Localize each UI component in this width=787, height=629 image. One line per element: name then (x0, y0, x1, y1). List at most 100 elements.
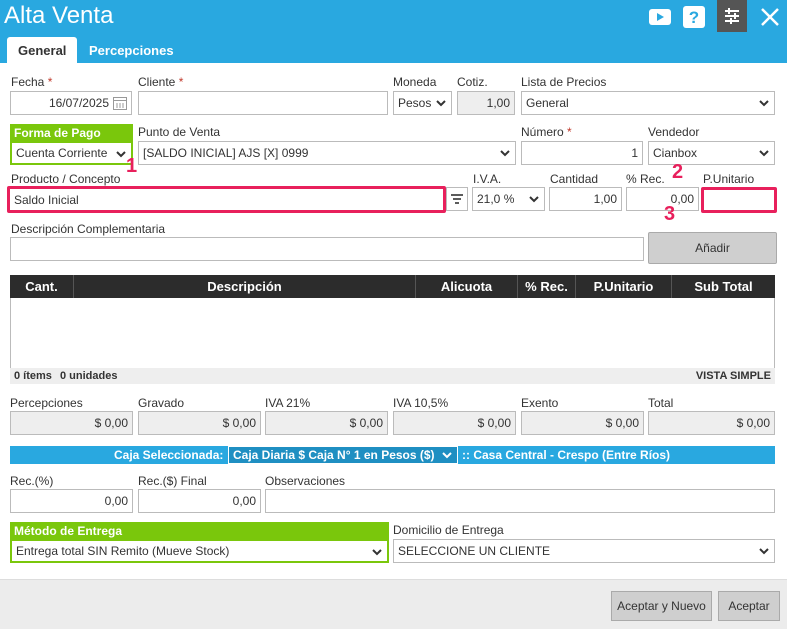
fecha-label: Fecha * (11, 75, 53, 89)
forma-pago-value: Cuenta Corriente (16, 146, 108, 160)
items-table-footer: 0 ítems 0 unidades VISTA SIMPLE (10, 368, 775, 384)
cantidad-input[interactable]: 1,00 (549, 187, 622, 211)
punitario-label: P.Unitario (703, 172, 755, 186)
caja-value: Caja Diaria $ Caja N° 1 en Pesos ($) (233, 448, 435, 462)
help-icon[interactable]: ? (681, 4, 707, 30)
col-punitario[interactable]: P.Unitario (576, 275, 672, 298)
chevron-down-icon (436, 100, 446, 107)
rec-input[interactable]: 0,00 (626, 187, 699, 211)
fecha-input[interactable]: 16/07/2025 (10, 91, 132, 115)
exento-label: Exento (521, 396, 559, 410)
metodo-entrega-select[interactable]: Entrega total SIN Remito (Mueve Stock) (10, 539, 389, 563)
vendedor-label: Vendedor (648, 125, 700, 139)
annotation-1: 1 (126, 155, 138, 177)
caja-label: Caja Seleccionada: (114, 448, 224, 462)
tab-general[interactable]: General (7, 37, 78, 63)
settings-icon[interactable] (717, 0, 747, 32)
punto-venta-select[interactable]: [SALDO INICIAL] AJS [X] 0999 (138, 141, 516, 165)
rec-final-label: Rec.($) Final (138, 474, 207, 488)
rec-final-input[interactable]: 0,00 (138, 489, 261, 513)
video-icon[interactable] (647, 4, 673, 30)
chevron-down-icon (759, 548, 769, 555)
iva-label: I.V.A. (473, 172, 502, 186)
vendedor-select[interactable]: Cianbox (648, 141, 775, 165)
moneda-label: Moneda (393, 75, 437, 89)
percepciones-value: $ 0,00 (10, 411, 133, 435)
moneda-value: Pesos (398, 96, 432, 110)
cotiz-label: Cotiz. (457, 75, 488, 89)
total-label: Total (648, 396, 674, 410)
rec-pct-label: Rec.(%) (10, 474, 54, 488)
observaciones-input[interactable] (265, 489, 775, 513)
aceptar-nuevo-button[interactable]: Aceptar y Nuevo (611, 591, 712, 621)
metodo-entrega-value: Entrega total SIN Remito (Mueve Stock) (16, 544, 230, 558)
svg-text:?: ? (689, 8, 699, 27)
producto-input[interactable]: Saldo Inicial (7, 186, 446, 213)
gravado-label: Gravado (138, 396, 185, 410)
exento-value: $ 0,00 (521, 411, 644, 435)
annotation-3: 3 (664, 203, 676, 225)
filter-icon[interactable] (446, 187, 468, 211)
annotation-2: 2 (672, 161, 684, 183)
rec-pct-input[interactable]: 0,00 (10, 489, 133, 513)
iva105-value: $ 0,00 (393, 411, 516, 435)
col-descripcion[interactable]: Descripción (74, 275, 416, 298)
chevron-down-icon (759, 150, 769, 157)
col-subtotal[interactable]: Sub Total (694, 279, 753, 294)
iva-select[interactable]: 21,0 % (472, 187, 545, 211)
items-count: 0 ítems (14, 370, 52, 382)
iva-value: 21,0 % (477, 192, 515, 206)
gravado-value: $ 0,00 (138, 411, 261, 435)
forma-pago-select[interactable]: Cuenta Corriente (10, 141, 133, 165)
sucursal-label: :: Casa Central - Crespo (Entre Ríos) (462, 448, 671, 462)
col-cant[interactable]: Cant. (10, 275, 74, 298)
lista-precios-select[interactable]: General (521, 91, 775, 115)
chevron-down-icon (759, 100, 769, 107)
cliente-label: Cliente * (138, 75, 184, 89)
producto-label: Producto / Concepto (11, 172, 121, 186)
iva21-label: IVA 21% (265, 396, 311, 410)
domicilio-label: Domicilio de Entrega (393, 523, 504, 537)
chevron-down-icon (500, 150, 510, 157)
caja-select[interactable]: Caja Diaria $ Caja N° 1 en Pesos ($) (228, 446, 458, 464)
lista-precios-value: General (526, 96, 569, 110)
lista-precios-label: Lista de Precios (521, 75, 607, 89)
iva21-value: $ 0,00 (265, 411, 388, 435)
punitario-input[interactable] (701, 187, 777, 213)
cliente-input[interactable] (138, 91, 388, 115)
numero-label: Número * (521, 125, 572, 139)
punto-venta-label: Punto de Venta (138, 125, 221, 139)
units-count: 0 unidades (60, 370, 118, 382)
col-alicuota[interactable]: Alicuota (416, 275, 518, 298)
moneda-select[interactable]: Pesos (393, 91, 452, 115)
total-value: $ 0,00 (648, 411, 775, 435)
chevron-down-icon (372, 549, 382, 556)
calendar-icon[interactable] (112, 95, 128, 114)
chevron-down-icon (442, 452, 452, 459)
chevron-down-icon (116, 151, 126, 158)
percepciones-label: Percepciones (10, 396, 83, 410)
aceptar-button[interactable]: Aceptar (718, 591, 780, 621)
chevron-down-icon (529, 196, 539, 203)
tab-percepciones[interactable]: Percepciones (89, 42, 174, 58)
numero-input[interactable]: 1 (521, 141, 643, 165)
cotiz-input[interactable]: 1,00 (457, 91, 515, 115)
caja-bar: Caja Seleccionada: Caja Diaria $ Caja N°… (10, 446, 775, 464)
descripcion-input[interactable] (10, 237, 644, 261)
items-table-header: Cant. Descripción Alicuota % Rec. P.Unit… (10, 275, 775, 298)
punto-venta-value: [SALDO INICIAL] AJS [X] 0999 (143, 146, 309, 160)
anadir-button[interactable]: Añadir (648, 232, 777, 264)
domicilio-value: SELECCIONE UN CLIENTE (398, 544, 551, 558)
forma-pago-label: Forma de Pago (10, 124, 133, 142)
descripcion-label: Descripción Complementaria (11, 222, 166, 236)
rec-label: % Rec. (626, 172, 665, 186)
vendedor-value: Cianbox (653, 146, 698, 160)
view-mode-link[interactable]: VISTA SIMPLE (695, 370, 771, 382)
col-rec[interactable]: % Rec. (518, 275, 576, 298)
observaciones-label: Observaciones (265, 474, 346, 488)
iva105-label: IVA 10,5% (393, 396, 449, 410)
metodo-entrega-label: Método de Entrega (10, 522, 389, 540)
domicilio-select[interactable]: SELECCIONE UN CLIENTE (393, 539, 775, 563)
cantidad-label: Cantidad (550, 172, 599, 186)
close-icon[interactable] (757, 4, 783, 30)
